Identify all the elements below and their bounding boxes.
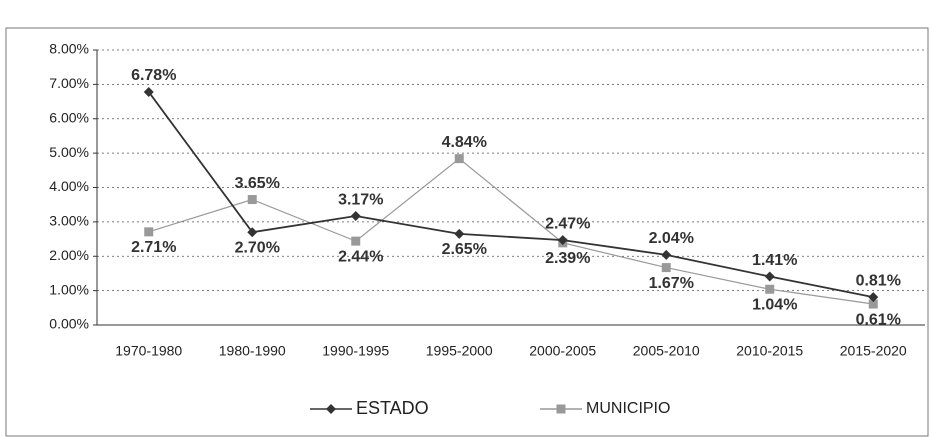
data-label: 2.04% xyxy=(649,230,694,247)
data-point xyxy=(350,211,361,222)
data-label: 2.44% xyxy=(338,248,383,265)
data-label: 1.41% xyxy=(752,252,797,269)
legend-label: ESTADO xyxy=(356,398,429,418)
data-point xyxy=(868,292,879,303)
data-label: 1.04% xyxy=(752,296,797,313)
x-tick-label: 2000-2005 xyxy=(529,343,596,359)
x-tick-label: 1995-2000 xyxy=(426,343,493,359)
x-tick-label: 2010-2015 xyxy=(736,343,803,359)
data-point xyxy=(144,227,154,237)
data-label: 1.67% xyxy=(649,275,694,292)
data-point xyxy=(765,284,775,294)
chart-frame xyxy=(5,27,929,437)
x-tick-label: 1970-1980 xyxy=(115,343,182,359)
data-point xyxy=(661,249,672,260)
x-tick-label: 1990-1995 xyxy=(322,343,389,359)
y-tick-label: 1.00% xyxy=(49,281,89,297)
y-tick-label: 4.00% xyxy=(49,178,89,194)
data-point xyxy=(351,236,361,246)
legend-marker xyxy=(326,404,336,414)
legend-label: MUNICIPIO xyxy=(586,400,670,417)
data-point xyxy=(557,235,568,246)
data-label: 3.17% xyxy=(338,191,383,208)
data-point xyxy=(764,271,775,282)
series-line xyxy=(148,157,874,305)
data-point xyxy=(454,154,464,164)
data-label: 6.78% xyxy=(131,67,176,84)
series-line xyxy=(148,91,874,299)
data-point xyxy=(454,228,465,239)
data-label: 2.47% xyxy=(545,215,590,232)
data-label: 4.84% xyxy=(442,134,487,151)
y-tick-label: 7.00% xyxy=(49,75,89,91)
data-point xyxy=(868,299,878,309)
data-point xyxy=(661,263,671,273)
y-tick-label: 5.00% xyxy=(49,144,89,160)
x-tick-label: 2005-2010 xyxy=(633,343,700,359)
data-label: 0.61% xyxy=(856,311,901,328)
x-tick-label: 1980-1990 xyxy=(219,343,286,359)
y-tick-label: 3.00% xyxy=(49,213,89,229)
data-point xyxy=(247,195,257,205)
x-tick-label: 2015-2020 xyxy=(840,343,907,359)
data-label: 2.70% xyxy=(235,239,280,256)
y-tick-label: 0.00% xyxy=(49,316,89,332)
y-tick-label: 2.00% xyxy=(49,247,89,263)
data-point xyxy=(247,227,258,238)
legend-marker xyxy=(556,404,566,414)
data-label: 3.65% xyxy=(235,175,280,192)
data-label: 0.81% xyxy=(856,272,901,289)
y-tick-label: 8.00% xyxy=(49,41,89,57)
data-label: 2.71% xyxy=(131,239,176,256)
data-label: 2.39% xyxy=(545,250,590,267)
y-tick-label: 6.00% xyxy=(49,109,89,125)
data-label: 2.65% xyxy=(442,241,487,258)
data-point xyxy=(143,86,154,97)
